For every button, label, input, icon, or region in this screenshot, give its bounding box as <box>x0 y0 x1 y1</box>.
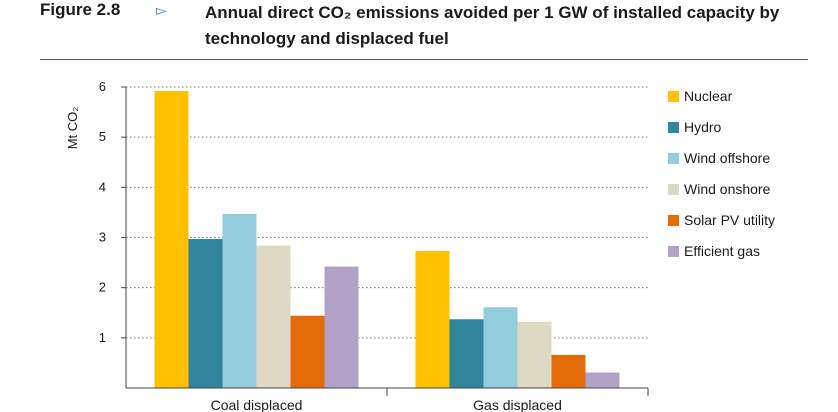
category-label: Gas displaced <box>473 397 562 412</box>
bar <box>415 251 450 388</box>
triangle-right-icon: ▻ <box>156 2 167 18</box>
legend-label: Wind onshore <box>684 181 771 197</box>
bar <box>449 319 484 388</box>
legend-label: Wind offshore <box>684 150 771 166</box>
bar <box>517 321 552 388</box>
bar <box>290 315 325 388</box>
figure-title: Annual direct CO₂ emissions avoided per … <box>205 3 780 48</box>
y-tick-label: 6 <box>99 79 106 94</box>
category-label: Coal displaced <box>211 397 303 412</box>
legend-swatch <box>668 153 679 164</box>
legend-label: Efficient gas <box>684 243 761 259</box>
header-divider <box>40 59 808 60</box>
bar <box>256 245 291 388</box>
bar <box>154 91 189 388</box>
legend-label: Solar PV utility <box>684 212 776 228</box>
legend-swatch <box>668 184 679 195</box>
gridlines <box>121 86 648 339</box>
y-tick-label: 3 <box>99 230 106 245</box>
bars <box>154 91 620 388</box>
category-labels: Coal displaced Gas displaced <box>211 397 562 412</box>
y-tick-label: 1 <box>99 330 106 345</box>
bar <box>551 354 586 388</box>
bar <box>222 213 257 388</box>
bar <box>483 307 518 388</box>
y-tick-labels: 1 2 3 4 5 6 <box>99 79 106 345</box>
bar <box>585 372 620 388</box>
y-tick-label: 4 <box>99 179 106 194</box>
legend-swatch <box>668 215 679 226</box>
bar <box>324 266 359 388</box>
legend-label: Hydro <box>684 119 722 135</box>
figure-label: Figure 2.8 <box>40 0 121 19</box>
bar <box>188 239 223 388</box>
legend-swatch <box>668 122 679 133</box>
legend-swatch <box>668 91 679 102</box>
y-tick-label: 5 <box>99 129 106 144</box>
legend-label: Nuclear <box>684 88 733 104</box>
axes <box>125 87 649 396</box>
legend-swatch <box>668 246 679 257</box>
y-axis-label: Mt CO₂ <box>65 107 80 150</box>
figure-header: Figure 2.8 ▻ Annual direct CO₂ emissions… <box>40 0 810 60</box>
y-tick-label: 2 <box>99 280 106 295</box>
